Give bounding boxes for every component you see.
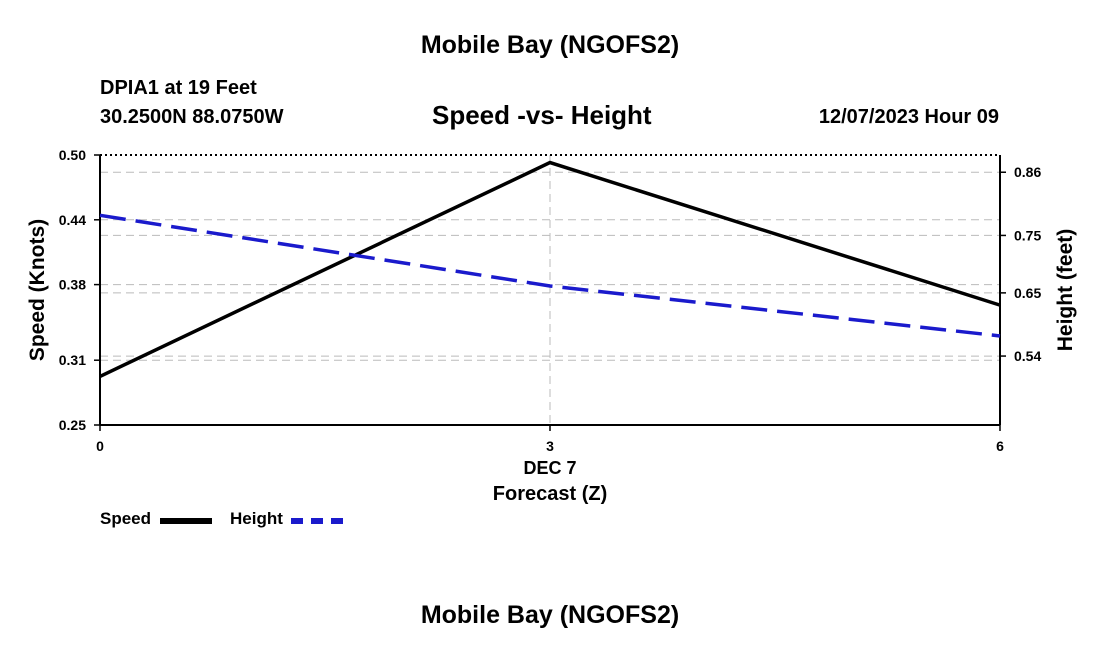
tick-label-x-1: 3 (546, 438, 554, 454)
series-line-height (99, 213, 1001, 338)
series-lines (99, 160, 1001, 378)
series-line-speed (99, 160, 1001, 378)
tick-label-x-2: 6 (996, 438, 1004, 454)
legend-height-label: Height (230, 509, 283, 528)
top-title: Mobile Bay (NGOFS2) (420, 31, 680, 59)
axis-labels: 0.50 0.44 0.38 0.31 0.25 0.86 0.75 0.65 0.54 0 3 6 D… (26, 147, 1077, 505)
axes (94, 154, 1006, 431)
y-axis-label-left: Speed (Knots) (26, 219, 49, 361)
legend-height-swatch (291, 518, 343, 524)
grid-lines (100, 155, 1000, 425)
tick-label-x-0: 0 (96, 438, 104, 454)
legend-speed-swatch (160, 518, 212, 524)
tick-label-left-1: 0.44 (59, 212, 86, 228)
tick-label-left-4: 0.25 (59, 417, 86, 433)
tick-label-right-1: 0.75 (1014, 227, 1041, 243)
x-date-label: DEC 7 (523, 458, 576, 478)
tick-label-left-2: 0.38 (59, 277, 86, 293)
station-label: DPIA1 at 19 Feet (100, 77, 257, 99)
forecast-datetime: 12/07/2023 Hour 09 (818, 106, 999, 128)
tick-label-right-3: 0.54 (1014, 348, 1041, 364)
tick-label-left-3: 0.31 (59, 352, 86, 368)
tick-label-left-0: 0.50 (59, 147, 86, 163)
y-axis-label-right: Height (feet) (1054, 229, 1077, 352)
tick-label-right-2: 0.65 (1014, 285, 1041, 301)
x-axis-label: Forecast (Z) (493, 483, 607, 505)
speed-height-chart: 0.50 0.44 0.38 0.31 0.25 0.86 0.75 0.65 0.54 0 3 6 D… (26, 147, 1077, 505)
chart-title: Speed -vs- Height (432, 100, 652, 130)
tick-label-right-0: 0.86 (1014, 164, 1041, 180)
coordinates-label: 30.2500N 88.0750W (100, 106, 284, 128)
bottom-title: Mobile Bay (NGOFS2) (420, 601, 680, 629)
legend-speed-label: Speed (100, 509, 152, 528)
